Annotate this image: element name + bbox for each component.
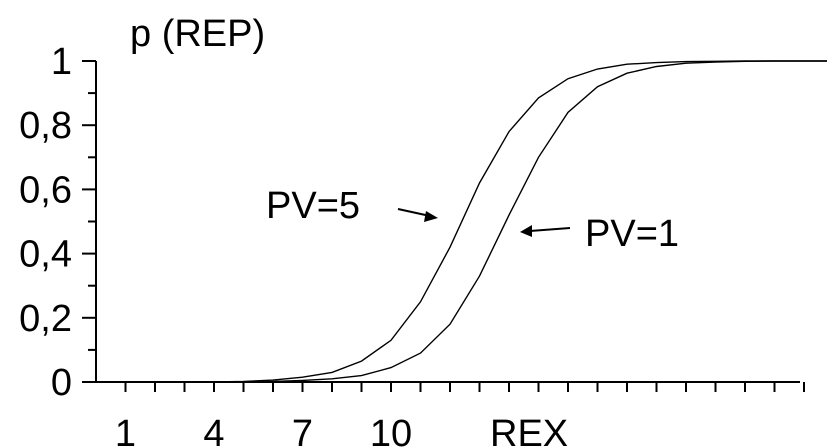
- y-axis-label: p (REP): [130, 13, 265, 55]
- annotation-pv1-arrow-line: [529, 227, 571, 232]
- y-ticks: 0 0,2 0,4 0,6 0,8 1: [19, 41, 96, 404]
- x-axis-label: REX: [490, 413, 568, 448]
- annotation-pv1: PV=1: [585, 213, 679, 255]
- x-ticks: 1 4 7 10: [115, 382, 805, 448]
- y-tick-label: 0,2: [19, 298, 72, 340]
- series-lines: [125, 60, 827, 383]
- x-tick-label: 10: [370, 413, 412, 448]
- annotation-pv5: PV=5: [266, 185, 360, 227]
- y-tick-label: 1: [51, 41, 72, 83]
- x-tick-label: 7: [292, 413, 313, 448]
- x-tick-label: 1: [115, 413, 136, 448]
- annotation-pv1-arrowhead: [520, 225, 532, 237]
- y-tick-label: 0: [51, 362, 72, 404]
- annotation-pv5-arrowhead: [424, 211, 438, 222]
- series-line-pv5: [125, 60, 827, 383]
- y-tick-label: 0,8: [19, 105, 72, 147]
- y-tick-label: 0,6: [19, 169, 72, 211]
- annotation-pv5-arrow-line: [397, 208, 431, 217]
- x-tick-label: 4: [203, 413, 224, 448]
- axes: [95, 61, 800, 383]
- series-line-pv1: [125, 60, 827, 383]
- y-tick-label: 0,4: [19, 234, 72, 276]
